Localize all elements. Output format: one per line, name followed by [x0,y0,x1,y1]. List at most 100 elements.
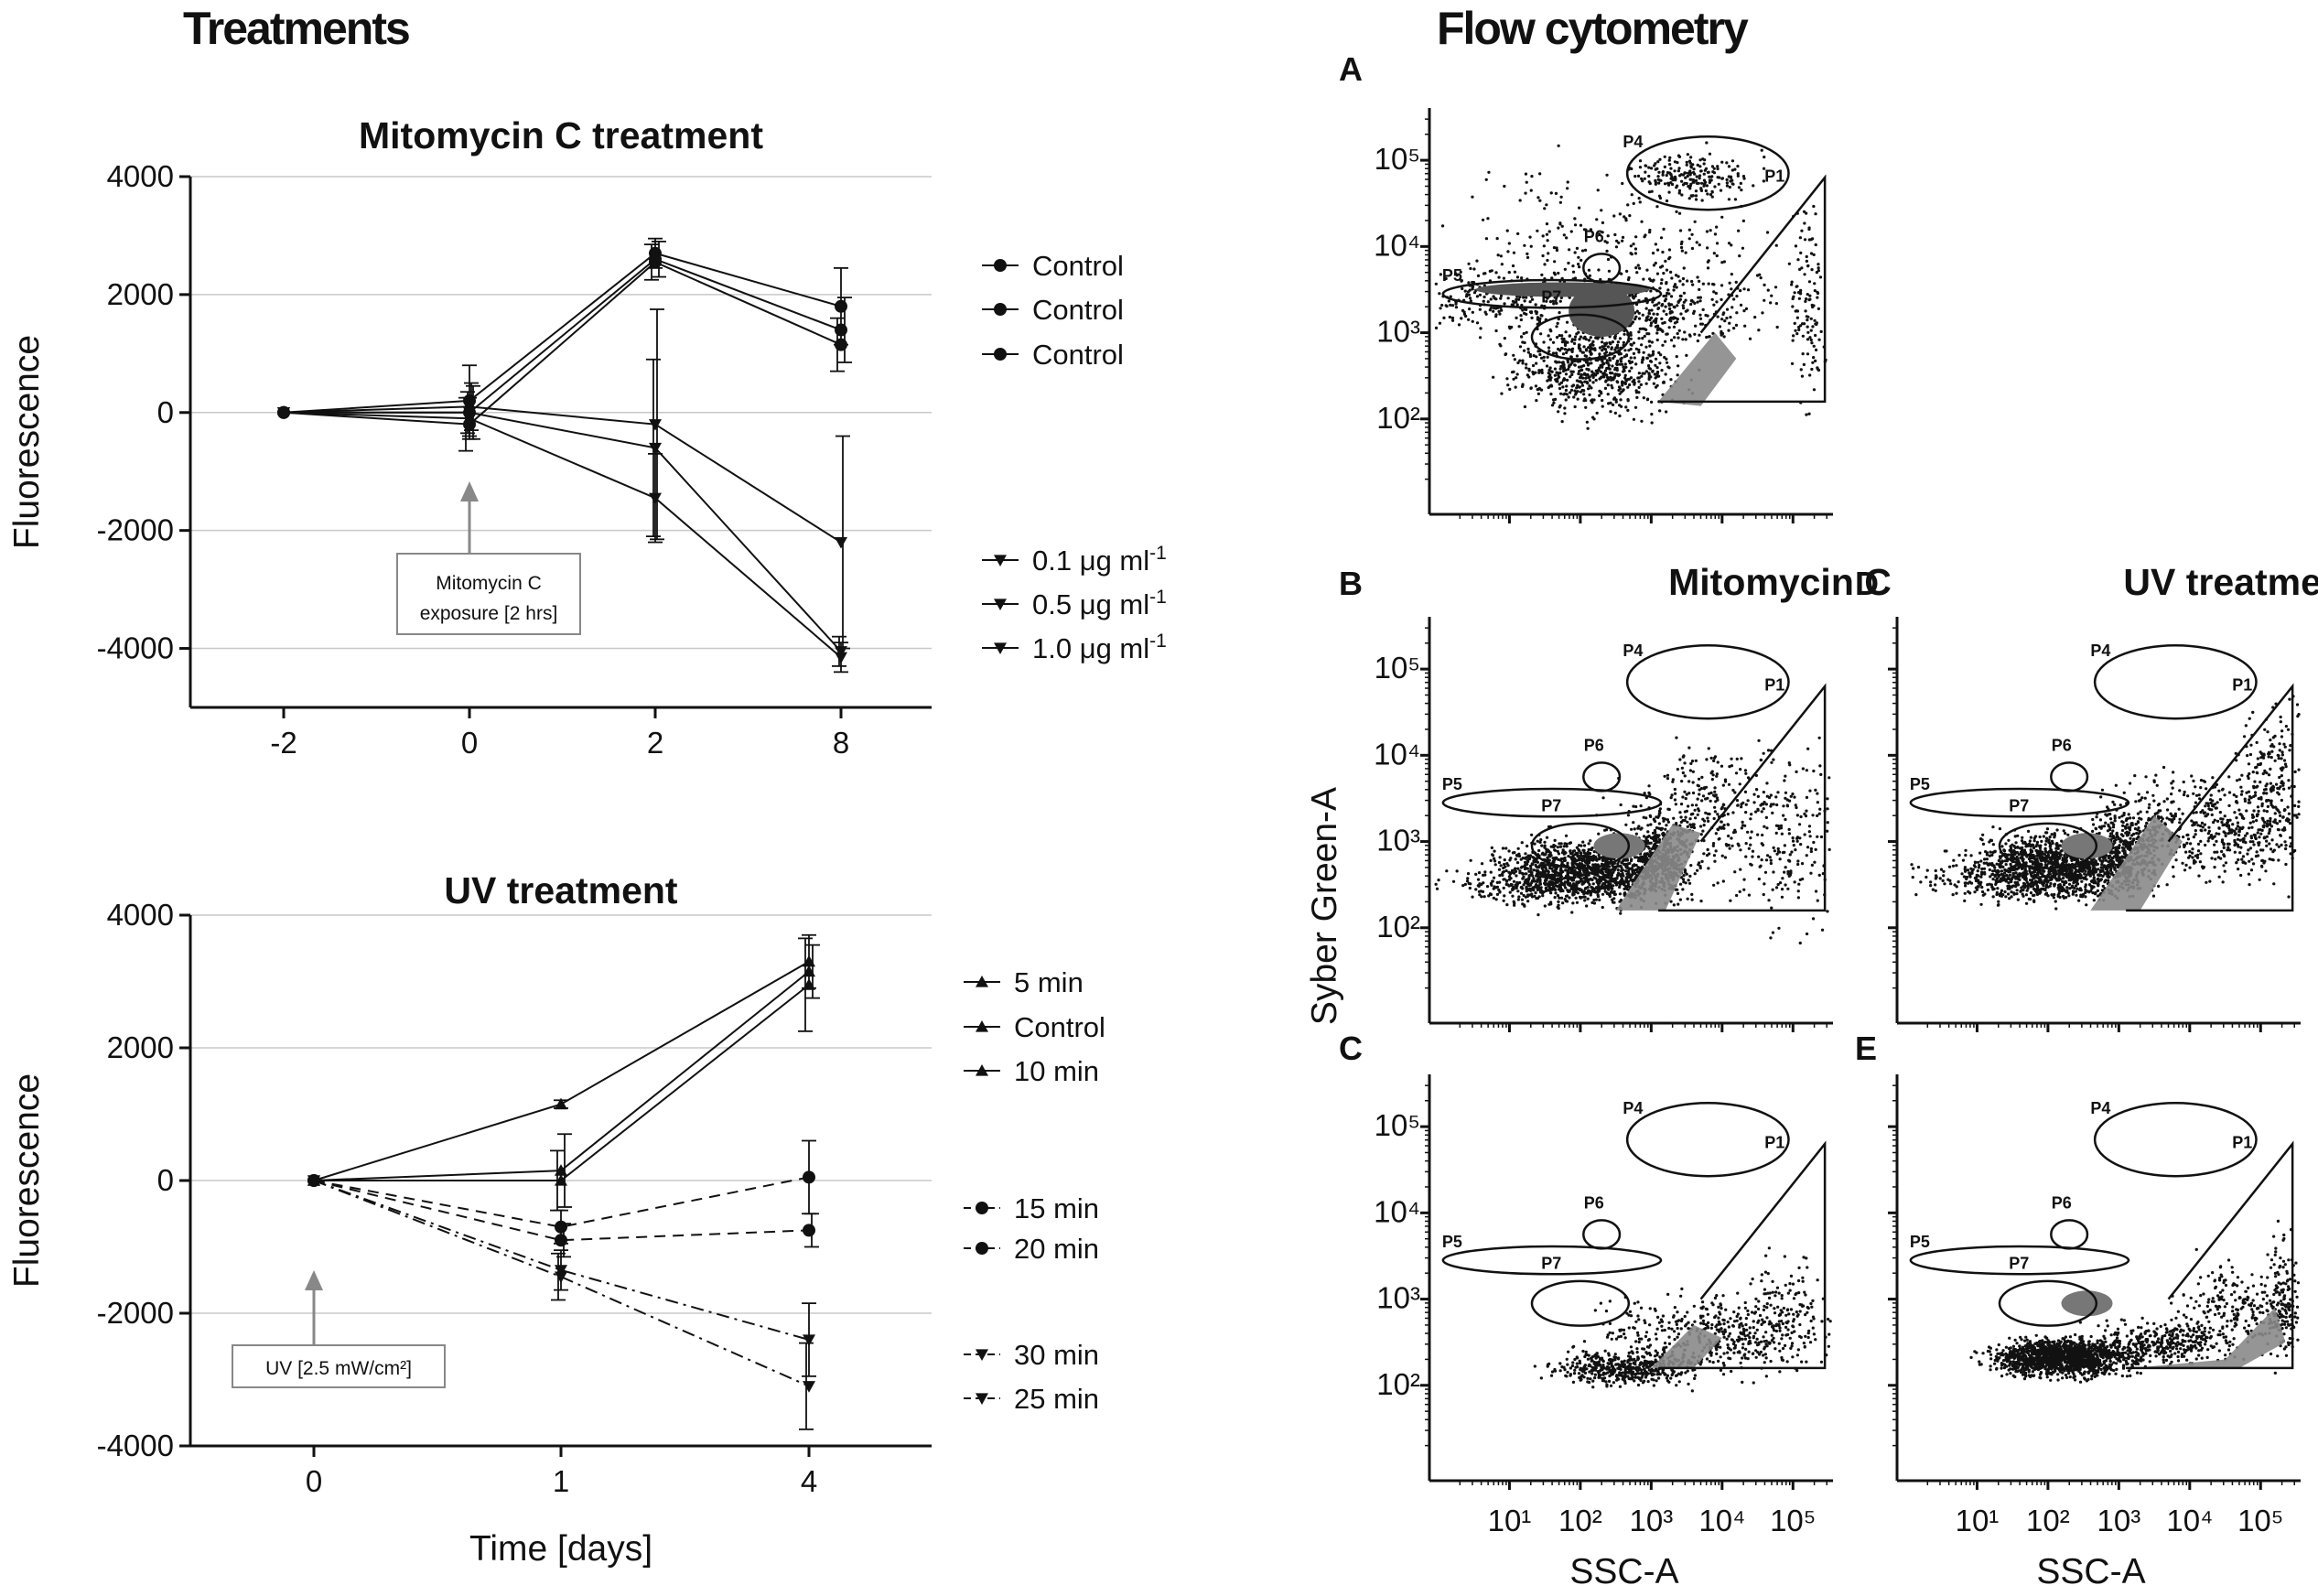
gated-population-p1 [2090,815,2183,911]
gate-label: P4 [1623,642,1643,660]
x-tick-label: 8 [833,726,849,760]
gate-p5 [1441,278,1663,309]
data-point [803,1170,815,1184]
legend-label: 30 min [1014,1339,1099,1371]
panel-y-tick-label: 10⁴ [1374,737,1420,771]
gated-population-p1 [1651,1324,1722,1368]
gated-population-p1 [1658,332,1737,406]
gate-p7 [1998,822,2098,869]
series-line [283,252,842,414]
series-line [283,261,842,426]
annotation-box [232,1344,446,1388]
panel-y-tick-label: 10⁵ [1375,142,1420,176]
panel-label: A [1339,50,1363,88]
panel-x-tick-label: 10² [1558,1504,1602,1537]
gated-population-p7 [2061,1290,2113,1317]
data-point [803,978,815,990]
legend-marker [976,1064,988,1076]
gate-p7 [1998,1279,2098,1327]
legend-label: 0.5 μg ml-1 [1032,587,1167,620]
legend-marker [994,259,1007,272]
data-point [835,299,847,313]
legend-label: 1.0 μg ml-1 [1032,631,1167,664]
x-tick-label: 1 [553,1464,569,1498]
y-tick-label: 2000 [107,277,174,311]
gate-label: P5 [1442,775,1462,793]
gate-label: P7 [1541,797,1561,815]
y-tick-label: 4000 [107,898,174,932]
series-2 [277,243,847,452]
legend-marker [994,348,1007,361]
gate-p6 [1582,1219,1622,1250]
data-point [649,492,662,505]
y-axis-label: Fluorescence [7,335,47,549]
legend-label: 5 min [1014,966,1084,998]
panel-title: UV treatment [2123,561,2318,603]
panel-y-tick-label: 10² [1376,1367,1420,1401]
legend-marker [976,1393,988,1405]
gated-population-p1 [2132,1307,2286,1368]
gate-label: P7 [1541,1255,1561,1273]
gate-label: P7 [2009,797,2029,815]
gate-label: P1 [2232,1134,2252,1152]
panel-y-tick-label: 10² [1376,910,1420,944]
series-0 [307,933,816,1186]
header-treatments: Treatments [183,3,409,54]
panel-x-tick-label: 10³ [1630,1504,1674,1537]
data-point [649,255,662,269]
gate-p7 [1530,1279,1631,1327]
legend-marker [994,642,1007,654]
flow-panel-A: A 10⁵ 10⁴ 10³ 10² P1 P4 P5 P6 P7 [1339,50,1833,523]
x-tick-label: 2 [647,726,663,760]
series-5 [277,396,848,674]
panel-label: B [1339,565,1363,602]
annotation-text: UV [2.5 mW/cm²] [265,1358,412,1379]
legend-marker [994,598,1007,610]
panel-y-tick-label: 10³ [1376,1281,1420,1315]
y-tick-label: 0 [157,395,174,429]
x-axis-label: Time [days] [469,1529,652,1569]
series-line [313,1180,810,1341]
panel-label: E [1855,1030,1877,1067]
data-point [277,407,290,419]
gate-p6 [2050,761,2089,793]
panel-y-tick-label: 10⁴ [1374,1194,1420,1228]
legend-marker [976,1020,988,1032]
panel-y-tick-label: 10⁵ [1375,651,1420,685]
scatter-events [1533,1246,1832,1393]
series-line [283,405,842,544]
chart-title: Mitomycin C treatment [359,114,763,156]
gate-p1 [2126,1140,2294,1370]
gate-label: P4 [1623,1099,1643,1117]
gate-label: P6 [2052,737,2072,755]
flow-x-axis-label-right: SSC-A [2036,1552,2145,1591]
flow-panel-C: C 10⁵ 10⁴ 10³ 10² 10¹ 10² 10³ 10⁴ 10⁵ P1 P4 P5 P6 P7 [1339,1030,1833,1537]
data-point [803,1381,815,1393]
gate-p1 [2126,683,2294,912]
panel-y-tick-label: 10² [1376,401,1420,435]
gated-population-p1 [1615,824,1701,911]
legend-label: 0.1 μg ml-1 [1032,543,1167,577]
annotation-arrowhead [460,481,479,501]
x-tick-label: 0 [306,1464,322,1498]
data-point [555,1220,567,1234]
series-line [313,970,810,1181]
panel-x-tick-label: 10² [2026,1504,2070,1537]
legend-marker [976,1202,988,1214]
panel-y-tick-label: 10⁴ [1374,228,1420,262]
panel-x-tick-label: 10⁵ [1770,1504,1816,1537]
gate-label: P7 [2009,1255,2029,1273]
legend-label: Control [1032,339,1124,371]
x-tick-label: 4 [801,1464,817,1498]
data-point [649,419,662,431]
series-4 [277,358,847,667]
panel-x-tick-label: 10³ [2097,1504,2141,1537]
panel-title: Mitomycin C [1668,561,1892,603]
panel-x-tick-label: 10¹ [1956,1504,2000,1537]
series-4 [307,1174,819,1258]
legend-label: 20 min [1014,1233,1099,1265]
mitomycin-chart: Mitomycin C treatment 4000 2000 0 -2000 -4000… [7,114,1167,760]
data-point [555,1234,567,1247]
series-line [313,1176,810,1228]
gate-p5 [1909,787,2130,818]
